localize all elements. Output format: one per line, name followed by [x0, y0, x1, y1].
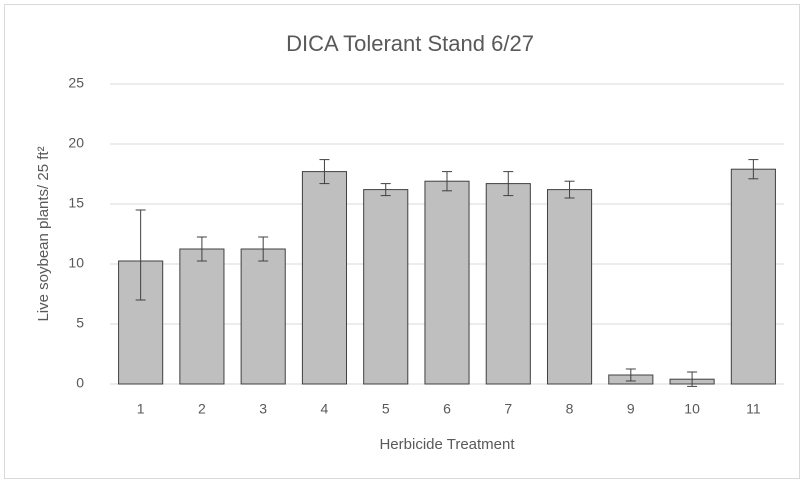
y-tick-label: 0 [76, 375, 84, 391]
error-bar [748, 159, 759, 180]
error-bar [196, 236, 207, 262]
error-bar [503, 171, 514, 197]
y-tick-label: 10 [68, 255, 84, 271]
bar [301, 171, 348, 385]
x-tick-label: 3 [259, 401, 267, 417]
bar [546, 189, 593, 385]
x-tick-label: 2 [198, 401, 206, 417]
error-bar [135, 209, 146, 301]
y-axis-label: Live soybean plants/ 25 ft² [35, 146, 52, 321]
x-tick-label: 11 [746, 401, 761, 417]
bar [240, 248, 286, 385]
error-bar [625, 368, 636, 382]
x-tick-label: 9 [627, 401, 635, 417]
x-tick-label: 5 [382, 401, 390, 417]
chart-title: DICA Tolerant Stand 6/27 [286, 31, 534, 56]
error-bar [319, 159, 330, 185]
error-bar [564, 180, 575, 199]
x-tick-label: 10 [684, 401, 700, 417]
error-bar [687, 371, 698, 387]
bar [363, 189, 409, 385]
bar [179, 248, 225, 385]
bar [485, 183, 531, 385]
x-tick-label: 6 [443, 401, 451, 417]
y-tick-label: 25 [68, 75, 84, 91]
y-tick-label: 5 [76, 315, 84, 331]
bar [730, 168, 776, 385]
error-bar [258, 236, 269, 262]
error-bar [380, 183, 391, 197]
y-tick-label: 20 [68, 135, 84, 151]
y-tick-label: 15 [68, 195, 84, 211]
x-tick-label: 7 [504, 401, 512, 417]
error-bar [442, 171, 452, 192]
bar [424, 180, 470, 385]
x-tick-label: 4 [321, 401, 329, 417]
x-axis-label: Herbicide Treatment [379, 436, 515, 453]
x-tick-label: 8 [566, 401, 574, 417]
x-tick-label: 1 [137, 401, 145, 417]
